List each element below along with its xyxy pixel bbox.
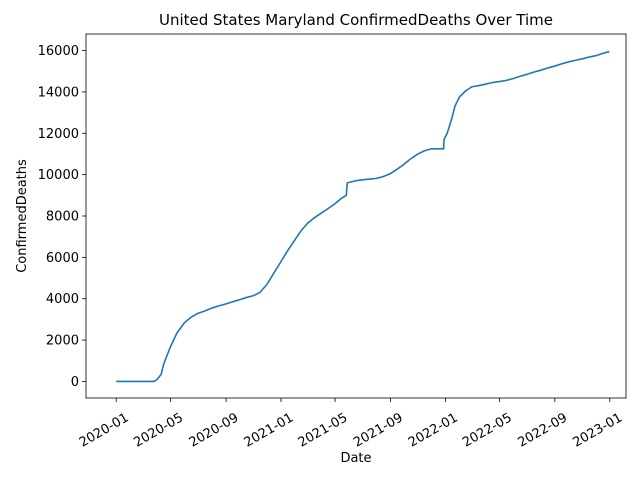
y-tick-label: 14000 [38,85,79,100]
y-tick-label: 16000 [38,44,79,59]
y-tick-label: 2000 [46,334,79,349]
y-tick-label: 8000 [46,210,79,225]
y-tick-label: 6000 [46,251,79,266]
y-axis: 0 2000 4000 6000 8000 10000 12000 14000 16000 [38,44,86,390]
y-tick-label: 0 [71,375,79,390]
y-tick-label: 12000 [38,127,79,142]
y-tick-label: 10000 [38,168,79,183]
chart-title: United States Maryland ConfirmedDeaths O… [159,11,553,29]
y-tick-label: 4000 [46,292,79,307]
y-axis-label: ConfirmedDeaths [15,159,30,273]
x-axis-label: Date [340,451,371,466]
series-line [116,50,610,383]
